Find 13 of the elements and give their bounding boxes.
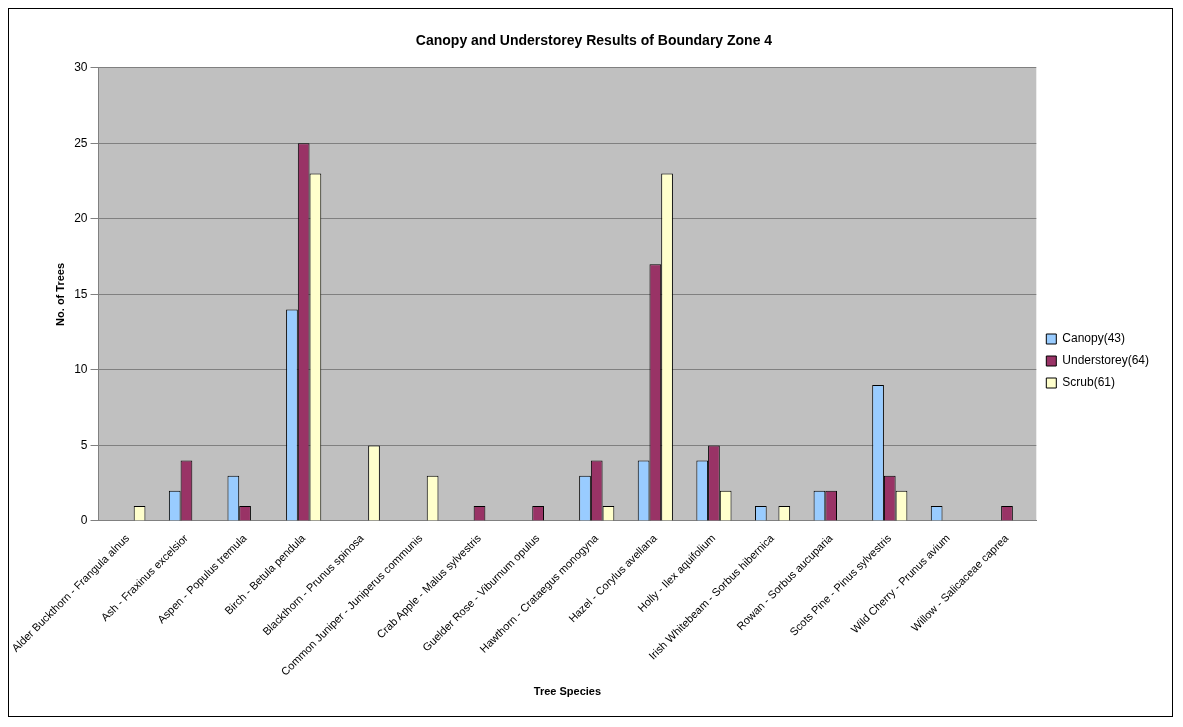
y-tick-label: 25 (74, 135, 88, 150)
y-tick-label: 15 (74, 286, 88, 301)
y-tick-label: 10 (74, 362, 88, 377)
legend-label: Canopy(43) (1062, 331, 1125, 346)
y-tick-label: 30 (74, 60, 88, 75)
y-tick-label: 20 (74, 211, 88, 226)
y-axis-title: No. of Trees (53, 262, 66, 326)
legend-label: Scrub(61) (1062, 375, 1115, 390)
legend-label: Understorey(64) (1062, 353, 1149, 368)
chart-title: Canopy and Understorey Results of Boundary Zone 4 (415, 32, 773, 49)
x-axis-title: Tree Species (533, 685, 602, 698)
y-tick-label: 0 (80, 513, 88, 528)
y-tick-label: 5 (80, 437, 88, 452)
